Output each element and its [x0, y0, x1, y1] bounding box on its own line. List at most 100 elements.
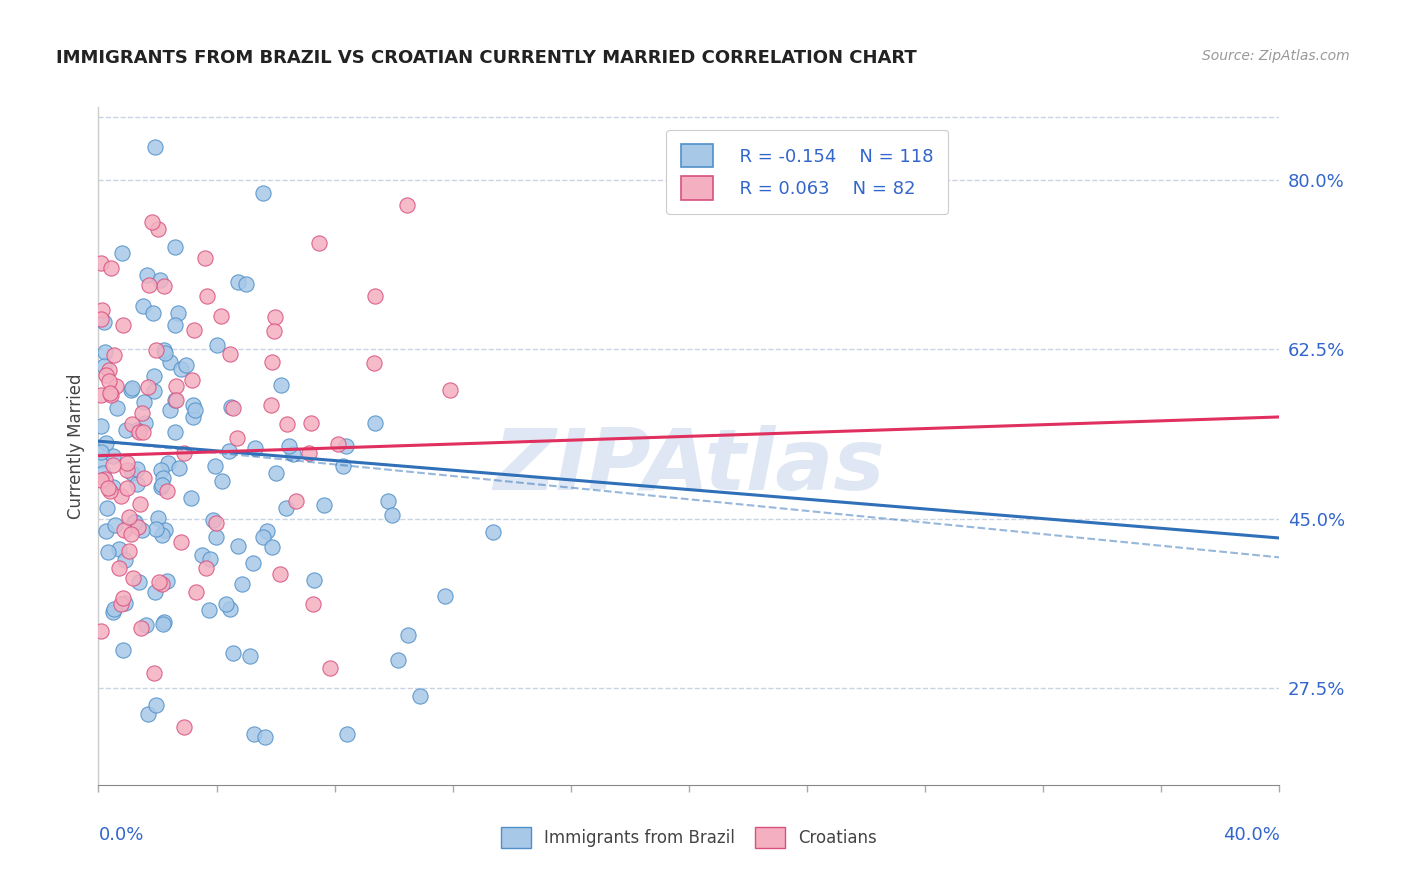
Point — [165, 379, 187, 393]
Point — [153, 278, 176, 293]
Point — [239, 648, 262, 663]
Point — [153, 346, 176, 360]
Point — [173, 446, 195, 460]
Point — [396, 627, 419, 641]
Point — [284, 493, 307, 508]
Point — [145, 522, 167, 536]
Point — [481, 524, 503, 539]
Text: Source: ZipAtlas.com: Source: ZipAtlas.com — [1202, 49, 1350, 63]
Point — [170, 534, 193, 549]
Point — [364, 416, 387, 430]
Point — [194, 560, 217, 574]
Point — [276, 417, 298, 431]
Point — [90, 474, 112, 488]
Point — [96, 501, 118, 516]
Point — [129, 498, 152, 512]
Point — [148, 574, 170, 589]
Point — [181, 373, 204, 387]
Point — [381, 508, 404, 523]
Point — [149, 463, 172, 477]
Point — [205, 530, 228, 544]
Point — [90, 445, 112, 459]
Point — [266, 466, 288, 480]
Point — [242, 556, 264, 570]
Point — [146, 222, 169, 236]
Point — [260, 541, 283, 555]
Point — [194, 251, 217, 265]
Point — [253, 730, 276, 744]
Point — [129, 621, 152, 635]
Point — [125, 461, 148, 475]
Point — [120, 383, 142, 397]
Text: 0.0%: 0.0% — [98, 826, 143, 844]
Point — [131, 406, 153, 420]
Point — [218, 444, 240, 458]
Point — [94, 368, 117, 382]
Point — [98, 484, 121, 499]
Point — [143, 666, 166, 681]
Point — [328, 437, 350, 451]
Point — [128, 425, 150, 440]
Y-axis label: Currently Married: Currently Married — [66, 373, 84, 519]
Point — [409, 690, 432, 704]
Point — [298, 446, 321, 460]
Point — [243, 727, 266, 741]
Point — [222, 646, 245, 660]
Point — [332, 458, 354, 473]
Point — [439, 383, 461, 397]
Point — [256, 524, 278, 539]
Point — [90, 256, 112, 270]
Point — [90, 388, 112, 402]
Point — [138, 277, 160, 292]
Point — [156, 574, 179, 589]
Point — [252, 186, 274, 201]
Point — [150, 478, 173, 492]
Point — [115, 423, 138, 437]
Point — [181, 398, 204, 412]
Point — [112, 642, 135, 657]
Point — [152, 616, 174, 631]
Text: ZIPAtlas: ZIPAtlas — [494, 425, 884, 508]
Point — [184, 403, 207, 417]
Point — [167, 306, 190, 320]
Point — [205, 338, 228, 352]
Point — [124, 516, 146, 530]
Point — [108, 542, 131, 557]
Point — [152, 471, 174, 485]
Point — [299, 416, 322, 430]
Point — [264, 310, 287, 324]
Point — [209, 309, 232, 323]
Point — [204, 458, 226, 473]
Point — [252, 530, 274, 544]
Point — [114, 596, 136, 610]
Point — [111, 318, 134, 332]
Point — [163, 425, 186, 439]
Point — [90, 311, 112, 326]
Point — [169, 362, 191, 376]
Point — [143, 140, 166, 154]
Point — [276, 500, 298, 515]
Point — [115, 463, 138, 477]
Point — [219, 347, 242, 361]
Point — [105, 401, 128, 415]
Point — [180, 491, 202, 505]
Point — [103, 348, 125, 362]
Point — [93, 315, 115, 329]
Point — [145, 698, 167, 713]
Point — [153, 615, 176, 629]
Point — [149, 480, 172, 494]
Point — [173, 720, 195, 734]
Point — [218, 601, 240, 615]
Point — [215, 597, 238, 611]
Point — [262, 355, 284, 369]
Point — [143, 585, 166, 599]
Point — [90, 419, 112, 434]
Point — [155, 483, 177, 498]
Point — [112, 523, 135, 537]
Point — [114, 553, 136, 567]
Point — [142, 384, 165, 398]
Point — [100, 388, 122, 402]
Point — [131, 523, 153, 537]
Point — [308, 236, 330, 251]
Point — [91, 466, 114, 480]
